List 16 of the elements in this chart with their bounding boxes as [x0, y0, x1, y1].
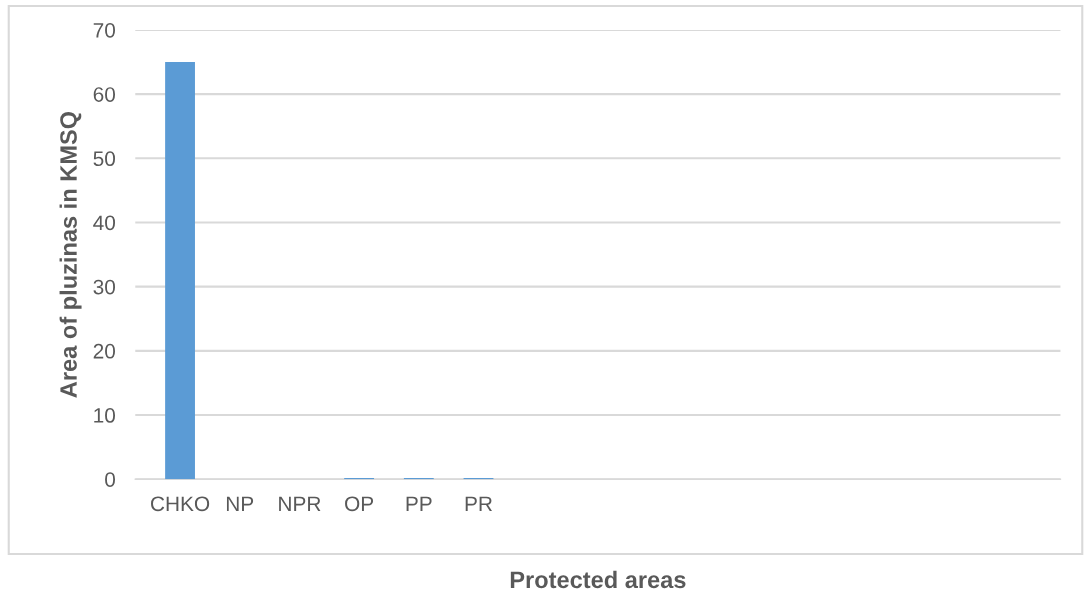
y-tick-label: 10 [94, 408, 116, 423]
x-axis-title: Protected areas [510, 570, 686, 589]
y-tick-label: 30 [93, 279, 116, 295]
x-tick-label: CHKO [151, 496, 210, 512]
x-tick-label: PP [406, 496, 432, 511]
x-tick-label: NPR [279, 496, 321, 511]
x-tick-label: NP [226, 496, 254, 511]
x-tick-label: OP [345, 496, 374, 512]
y-axis-title: Area of pluzinas in KMSQ [59, 111, 82, 398]
y-tick-label: 70 [93, 22, 116, 38]
y-tick-label: 50 [93, 151, 116, 167]
x-tick-label: PR [465, 496, 492, 511]
y-tick-label: 20 [93, 343, 116, 359]
y-tick-label: 60 [93, 87, 116, 102]
y-tick-label: 0 [105, 472, 116, 487]
y-tick-label: 40 [93, 215, 116, 231]
